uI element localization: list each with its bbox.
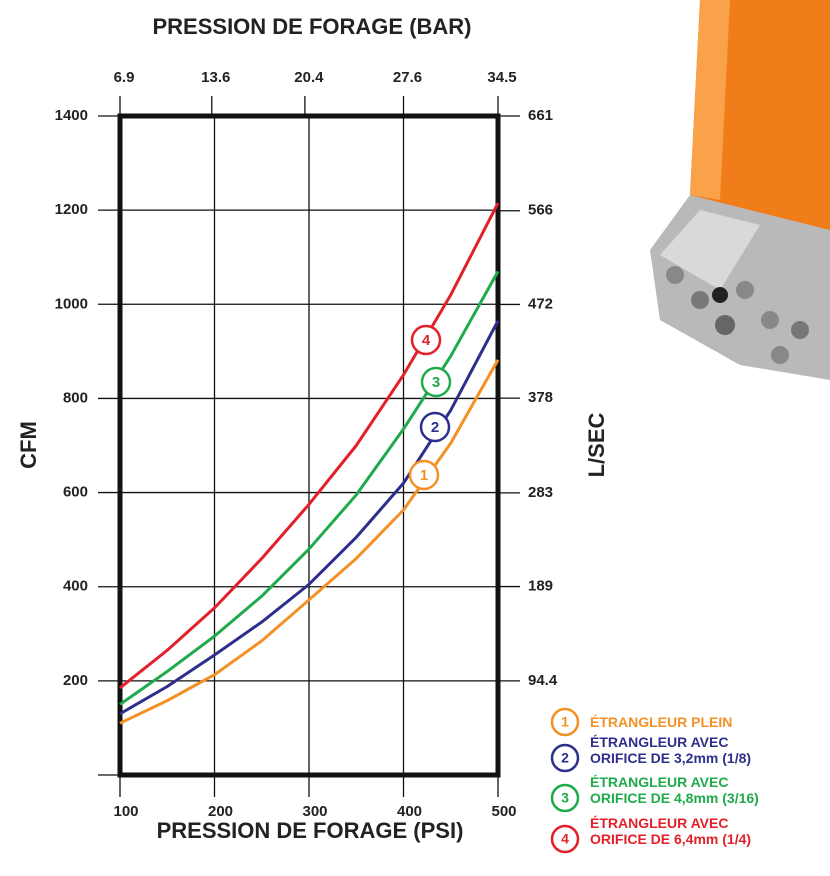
y2-tick-label: 189 xyxy=(528,578,553,595)
curve-badge-label: 4 xyxy=(422,332,431,349)
legend-label: ÉTRANGLEUR PLEIN xyxy=(590,714,733,730)
legend-label: ÉTRANGLEUR AVEC ORIFICE DE 3,2mm (1/8) xyxy=(590,734,752,766)
y-tick-label: 1200 xyxy=(55,201,88,218)
drill-image xyxy=(650,0,830,380)
y2-tick-label: 378 xyxy=(528,389,553,406)
legend-badge xyxy=(550,707,580,737)
curve-badge-label: 2 xyxy=(431,419,439,436)
y-tick-label: 600 xyxy=(63,484,88,501)
curve-badge-label: 1 xyxy=(420,467,428,484)
y-tick-label: 400 xyxy=(63,578,88,595)
x-tick-label: 300 xyxy=(302,803,327,820)
x-tick-label: 200 xyxy=(208,803,233,820)
curve-badge-label: 3 xyxy=(432,374,440,391)
curve-badge xyxy=(410,324,442,356)
series-line xyxy=(119,202,500,690)
legend-label: ÉTRANGLEUR AVEC ORIFICE DE 6,4mm (1/4) xyxy=(590,815,752,847)
plot-frame xyxy=(117,113,501,778)
x-tick-label: 100 xyxy=(113,803,138,820)
x-axis-title: PRESSION DE FORAGE (PSI) xyxy=(157,818,464,843)
legend-badge-label: 2 xyxy=(561,750,569,766)
y-tick-label: 800 xyxy=(63,389,88,406)
x2-tick-label: 13.6 xyxy=(201,69,230,86)
curve-badge xyxy=(419,411,451,443)
x-tick-label: 500 xyxy=(491,803,516,820)
legend-badge xyxy=(550,824,580,854)
y2-tick-label: 566 xyxy=(528,202,553,219)
top-axis-title: PRESSION DE FORAGE (BAR) xyxy=(152,14,471,39)
legend-badge xyxy=(550,783,580,813)
x2-tick-label: 27.6 xyxy=(393,69,422,86)
y2-tick-label: 94.4 xyxy=(528,672,558,689)
x2-tick-label: 6.9 xyxy=(114,69,135,86)
legend-badge-label: 3 xyxy=(561,790,569,806)
y2-tick-label: 661 xyxy=(528,107,553,124)
y-tick-label: 1000 xyxy=(55,295,88,312)
y-tick-label: 200 xyxy=(63,672,88,689)
curve-badge xyxy=(420,366,452,398)
y2-tick-label: 283 xyxy=(528,484,553,501)
y2-axis-title: L/SEC xyxy=(584,413,609,478)
legend-badge xyxy=(550,743,580,773)
legend-label: ÉTRANGLEUR AVEC ORIFICE DE 4,8mm (3/16) xyxy=(590,774,759,806)
x2-tick-label: 34.5 xyxy=(487,69,516,86)
y-axis-title: CFM xyxy=(16,421,41,469)
legend-badge-label: 1 xyxy=(561,714,569,730)
y2-tick-label: 472 xyxy=(528,295,553,312)
legend-badge-label: 4 xyxy=(561,831,569,847)
y-tick-label: 1400 xyxy=(55,107,88,124)
x2-tick-label: 20.4 xyxy=(294,69,324,86)
curve-badge xyxy=(408,459,440,491)
x-tick-label: 400 xyxy=(397,803,422,820)
